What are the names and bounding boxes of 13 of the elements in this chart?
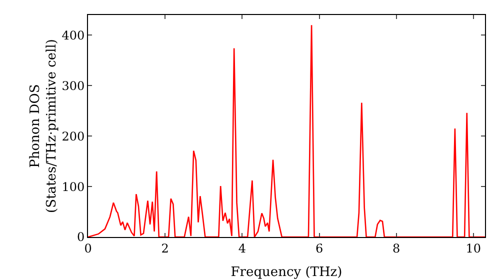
x-axis-title: Frequency (THz) [230, 265, 342, 280]
x-tick-label: 8 [392, 241, 400, 256]
y-tick-label: 200 [62, 129, 85, 144]
x-tick-label: 10 [466, 241, 482, 256]
y-axis-title: Phonon DOS (States/THz·primitive cell) [28, 38, 60, 214]
x-tick-label: 2 [161, 241, 169, 256]
y-tick-label: 300 [62, 78, 85, 93]
x-tick-label: 6 [315, 241, 324, 256]
line-series [88, 24, 485, 237]
y-tick-label: 0 [76, 230, 85, 244]
x-tick-label: 4 [238, 241, 246, 256]
y-tick-label: 100 [62, 180, 85, 194]
y-tick-label: 400 [62, 28, 85, 42]
